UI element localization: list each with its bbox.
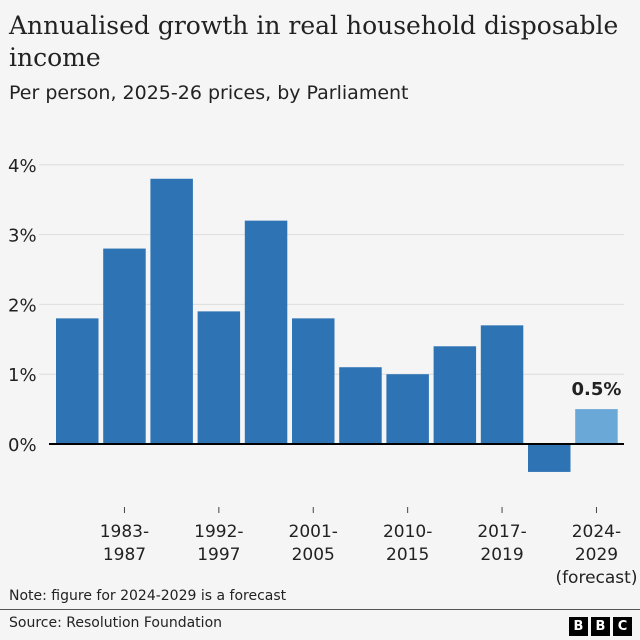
bar (528, 444, 571, 472)
x-tick-label: 1992- (194, 522, 243, 542)
chart-subtitle: Per person, 2025-26 prices, by Parliamen… (9, 82, 409, 104)
x-tick-label: (forecast) (555, 568, 637, 588)
bar (480, 325, 524, 444)
bar (197, 311, 241, 444)
bbc-logo-letter: C (613, 617, 632, 636)
bar (339, 367, 382, 444)
x-tick-label: 2001- (289, 522, 338, 542)
x-tick-label: 2029 (575, 545, 618, 565)
bar (150, 178, 193, 444)
bar (56, 318, 99, 444)
bar (386, 374, 429, 444)
x-tick-label: 2024- (572, 522, 621, 542)
x-tick-label: 1997 (197, 545, 240, 565)
x-tick-label: 1983- (100, 522, 149, 542)
data-label: 0.5% (571, 379, 621, 400)
y-tick-label: 0% (8, 435, 37, 456)
x-tick-label: 2017- (477, 522, 526, 542)
x-tick-label: 2010- (383, 522, 432, 542)
x-tick-label: 2015 (386, 545, 429, 565)
bar (244, 220, 288, 444)
bar (433, 346, 477, 444)
footer-divider (0, 609, 640, 610)
bbc-logo-letter: B (569, 617, 588, 636)
x-tick-label: 2005 (292, 545, 335, 565)
bar (103, 248, 146, 444)
y-tick-label: 2% (8, 295, 37, 316)
x-tick-label: 2019 (480, 545, 523, 565)
y-tick-label: 3% (8, 226, 37, 247)
source-text: Source: Resolution Foundation (9, 615, 223, 631)
y-tick-label: 4% (8, 156, 37, 177)
chart-title: Annualised growth in real household disp… (9, 11, 619, 72)
bar (575, 409, 618, 444)
y-tick-label: 1% (8, 365, 37, 386)
bbc-logo-letter: B (591, 617, 610, 636)
bar-chart: 0% 1% 2% 3% 4% 0.5% 1983- 1987 1992- 1997 2001- 200… (8, 156, 637, 588)
bar (292, 318, 335, 444)
bbc-logo: B B C (569, 617, 632, 636)
x-tick-label: 1987 (103, 545, 146, 565)
chart-note: Note: figure for 2024-2029 is a forecast (9, 588, 287, 604)
